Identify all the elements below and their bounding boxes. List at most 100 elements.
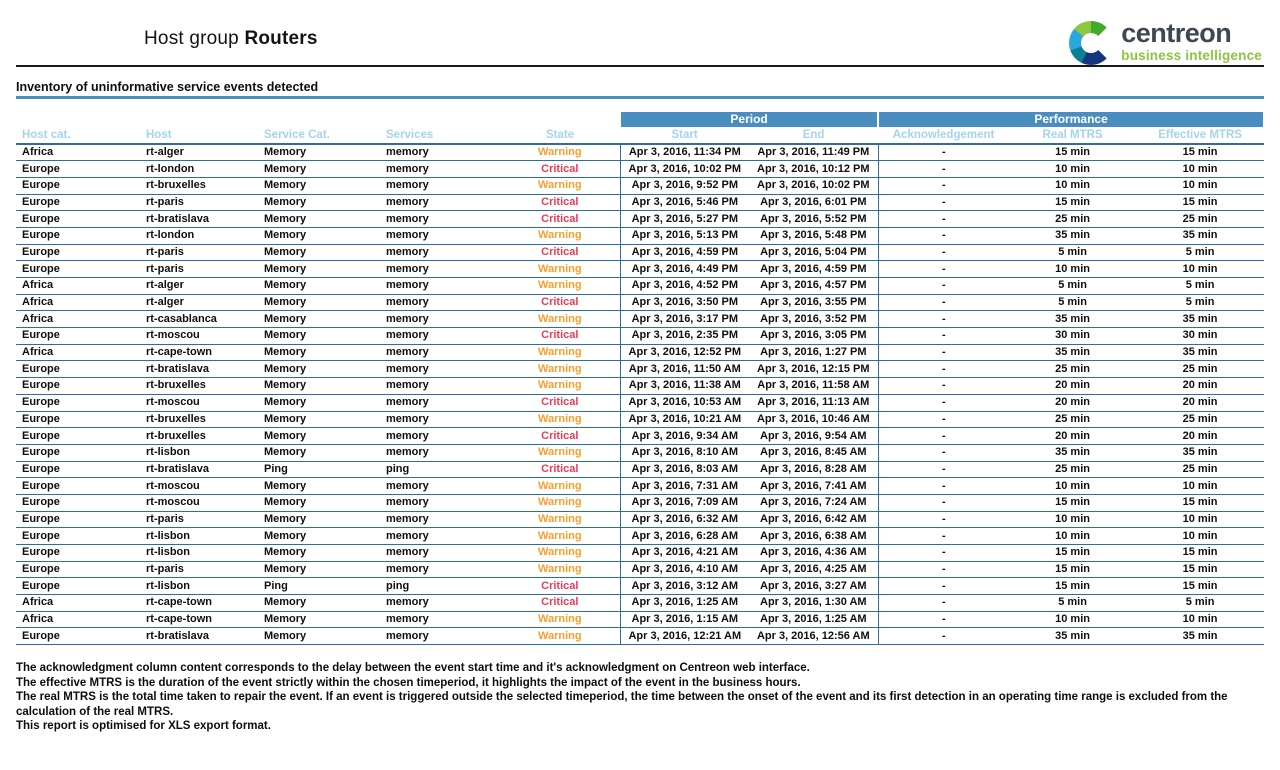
cell-host: rt-alger bbox=[140, 294, 258, 312]
cell-start: Apr 3, 2016, 6:32 AM bbox=[619, 511, 750, 529]
cell-start: Apr 3, 2016, 2:35 PM bbox=[619, 327, 750, 345]
table-row: Europe rt-bruxelles Memory memory Critical Ap… bbox=[16, 427, 1265, 445]
cell-start: Apr 3, 2016, 4:10 AM bbox=[619, 561, 750, 579]
cell-host: rt-lisbon bbox=[140, 444, 258, 462]
cell-end: Apr 3, 2016, 12:15 PM bbox=[749, 360, 879, 379]
table-row: Africa rt-cape-town Memory memory Warning Apr… bbox=[16, 611, 1265, 629]
cell-start: Apr 3, 2016, 10:53 AM bbox=[619, 394, 750, 412]
cell-ack: - bbox=[877, 444, 1010, 462]
cell-end: Apr 3, 2016, 3:52 PM bbox=[749, 310, 879, 329]
column-header-service_cat: Service Cat. bbox=[258, 127, 380, 145]
table-row: Africa rt-cape-town Memory memory Critical Ap… bbox=[16, 594, 1265, 612]
cell-ack: - bbox=[877, 260, 1010, 278]
page-title-hostgroup: Routers bbox=[244, 28, 318, 49]
cell-services: memory bbox=[380, 611, 500, 629]
cell-host: rt-cape-town bbox=[140, 611, 258, 629]
cell-effective_mtrs: 25 min bbox=[1136, 461, 1265, 479]
cell-state-warning: Warning bbox=[500, 377, 621, 395]
footnote-line: This report is optimised for XLS export … bbox=[16, 720, 271, 733]
cell-service_cat: Memory bbox=[258, 627, 380, 646]
cell-host_cat: Europe bbox=[16, 227, 140, 245]
cell-service_cat: Memory bbox=[258, 310, 380, 329]
cell-host_cat: Europe bbox=[16, 627, 140, 646]
cell-end: Apr 3, 2016, 11:13 AM bbox=[749, 394, 879, 412]
cell-start: Apr 3, 2016, 4:52 PM bbox=[619, 277, 750, 295]
cell-service_cat: Memory bbox=[258, 177, 380, 195]
cell-service_cat: Memory bbox=[258, 244, 380, 262]
cell-state-critical: Critical bbox=[500, 594, 621, 612]
cell-host_cat: Europe bbox=[16, 544, 140, 562]
cell-host_cat: Europe bbox=[16, 527, 140, 545]
table-row: Europe rt-bratislava Memory memory Critical A… bbox=[16, 210, 1265, 228]
cell-service_cat: Memory bbox=[258, 444, 380, 462]
column-header-end: End bbox=[749, 127, 879, 145]
section-title: Inventory of uninformative service event… bbox=[16, 80, 319, 94]
cell-effective_mtrs: 35 min bbox=[1136, 310, 1265, 329]
cell-effective_mtrs: 10 min bbox=[1136, 611, 1265, 629]
cell-end: Apr 3, 2016, 7:24 AM bbox=[749, 494, 879, 512]
cell-host: rt-alger bbox=[140, 277, 258, 295]
cell-effective_mtrs: 15 min bbox=[1136, 144, 1265, 162]
cell-real_mtrs: 5 min bbox=[1009, 594, 1137, 612]
cell-start: Apr 3, 2016, 11:34 PM bbox=[619, 144, 750, 162]
events-table: Period Performance Host cat. Host Service … bbox=[16, 112, 1266, 646]
cell-ack: - bbox=[877, 511, 1010, 529]
cell-services: memory bbox=[380, 627, 500, 646]
cell-services: memory bbox=[380, 194, 500, 212]
cell-start: Apr 3, 2016, 10:02 PM bbox=[619, 160, 750, 178]
cell-end: Apr 3, 2016, 4:36 AM bbox=[749, 544, 879, 562]
cell-ack: - bbox=[877, 527, 1010, 545]
cell-ack: - bbox=[877, 344, 1010, 362]
table-row: Europe rt-bratislava Memory memory Warning Ap… bbox=[16, 360, 1265, 379]
cell-ack: - bbox=[877, 611, 1010, 629]
cell-state-warning: Warning bbox=[500, 310, 621, 329]
cell-effective_mtrs: 5 min bbox=[1136, 294, 1265, 312]
cell-end: Apr 3, 2016, 5:04 PM bbox=[749, 244, 879, 262]
cell-start: Apr 3, 2016, 12:21 AM bbox=[619, 627, 750, 646]
table-row: Europe rt-moscou Memory memory Critical Apr 3… bbox=[16, 394, 1265, 412]
table-row: Europe rt-bruxelles Memory memory Warning Apr… bbox=[16, 177, 1265, 195]
cell-host: rt-bruxelles bbox=[140, 427, 258, 445]
cell-real_mtrs: 25 min bbox=[1009, 210, 1137, 228]
cell-real_mtrs: 10 min bbox=[1009, 511, 1137, 529]
cell-real_mtrs: 10 min bbox=[1009, 611, 1137, 629]
cell-host_cat: Europe bbox=[16, 477, 140, 495]
cell-host: rt-london bbox=[140, 227, 258, 245]
column-header-ack: Acknowledgement bbox=[878, 127, 1010, 145]
cell-end: Apr 3, 2016, 3:27 AM bbox=[749, 577, 879, 596]
cell-real_mtrs: 35 min bbox=[1009, 627, 1137, 646]
cell-effective_mtrs: 20 min bbox=[1136, 427, 1265, 445]
cell-state-critical: Critical bbox=[500, 577, 621, 596]
column-header-host_cat: Host cat. bbox=[16, 127, 140, 145]
cell-services: memory bbox=[380, 244, 500, 262]
cell-services: memory bbox=[380, 411, 500, 429]
cell-effective_mtrs: 10 min bbox=[1136, 177, 1265, 195]
cell-effective_mtrs: 35 min bbox=[1136, 227, 1265, 245]
cell-end: Apr 3, 2016, 10:46 AM bbox=[749, 411, 879, 429]
cell-effective_mtrs: 35 min bbox=[1136, 627, 1265, 646]
table-row: Europe rt-lisbon Memory memory Warning Apr 3,… bbox=[16, 527, 1265, 545]
cell-start: Apr 3, 2016, 4:59 PM bbox=[619, 244, 750, 262]
cell-service_cat: Memory bbox=[258, 277, 380, 295]
cell-effective_mtrs: 10 min bbox=[1136, 477, 1265, 495]
cell-start: Apr 3, 2016, 1:25 AM bbox=[619, 594, 750, 612]
centreon-logo-text: centreon business intelligence bbox=[1121, 20, 1262, 63]
cell-end: Apr 3, 2016, 6:38 AM bbox=[749, 527, 879, 545]
cell-state-critical: Critical bbox=[500, 160, 621, 178]
cell-host_cat: Europe bbox=[16, 244, 140, 262]
cell-real_mtrs: 15 min bbox=[1009, 544, 1137, 562]
cell-state-warning: Warning bbox=[500, 177, 621, 195]
cell-ack: - bbox=[877, 594, 1010, 612]
cell-host: rt-bruxelles bbox=[140, 177, 258, 195]
cell-services: memory bbox=[380, 477, 500, 495]
cell-services: memory bbox=[380, 511, 500, 529]
group-header-spacer bbox=[16, 112, 620, 127]
cell-effective_mtrs: 20 min bbox=[1136, 377, 1265, 395]
cell-service_cat: Memory bbox=[258, 327, 380, 345]
table-row: Africa rt-alger Memory memory Critical Apr 3,… bbox=[16, 294, 1265, 312]
header-divider bbox=[16, 65, 1264, 67]
cell-host: rt-bratislava bbox=[140, 360, 258, 379]
cell-host: rt-bruxelles bbox=[140, 411, 258, 429]
events-table-body: Africa rt-alger Memory memory Warning Apr 3, … bbox=[16, 144, 1265, 646]
cell-service_cat: Memory bbox=[258, 294, 380, 312]
